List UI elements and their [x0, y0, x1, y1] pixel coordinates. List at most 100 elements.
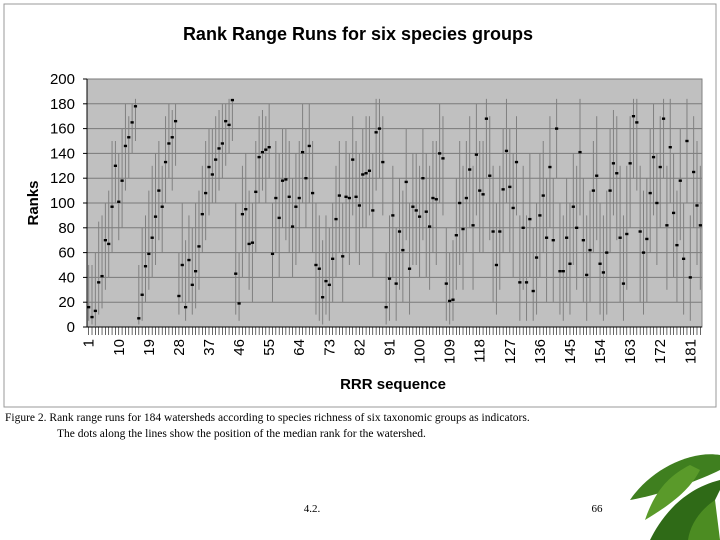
- y-tick-label: 120: [50, 170, 75, 187]
- median-dot: [300, 150, 305, 154]
- median-dot: [127, 136, 131, 139]
- median-dot: [123, 144, 128, 148]
- median-dot: [344, 195, 348, 198]
- median-dot: [197, 245, 201, 248]
- median-dot: [488, 174, 492, 177]
- median-dot: [93, 309, 97, 313]
- median-dot: [464, 196, 468, 200]
- median-dot: [187, 258, 191, 262]
- median-dot: [207, 165, 211, 169]
- median-dot: [297, 196, 301, 200]
- median-dot: [137, 317, 141, 320]
- median-dot: [117, 200, 121, 203]
- median-dot: [524, 281, 529, 284]
- median-dot: [224, 119, 228, 123]
- median-dot: [200, 212, 204, 216]
- median-dot: [307, 144, 311, 148]
- median-dot: [608, 189, 612, 192]
- median-dot: [113, 164, 118, 167]
- median-dot: [314, 263, 318, 267]
- median-dot: [531, 289, 535, 293]
- x-tick-label: 64: [291, 339, 308, 356]
- median-dot: [658, 165, 662, 169]
- median-dot: [173, 119, 178, 123]
- x-tick-label: 28: [171, 339, 188, 356]
- leaf-decoration: [630, 454, 720, 540]
- median-dot: [374, 131, 378, 134]
- median-dot: [511, 206, 515, 210]
- median-dot: [571, 205, 575, 208]
- median-dot: [628, 162, 632, 165]
- y-axis-label: Ranks: [25, 180, 42, 225]
- median-dot: [494, 263, 499, 267]
- median-dot: [538, 214, 542, 217]
- median-dot: [351, 158, 355, 161]
- median-dot: [417, 215, 422, 218]
- caption-line: The dots along the lines show the positi…: [57, 428, 426, 440]
- median-dot: [638, 230, 642, 233]
- median-dot: [685, 139, 689, 143]
- x-tick-label: 100: [412, 339, 429, 364]
- median-dot: [678, 179, 682, 182]
- caption-line: Figure 2. Rank range runs for 184 waters…: [5, 412, 530, 424]
- median-dot: [97, 281, 101, 284]
- median-dot: [427, 225, 432, 228]
- median-dot: [287, 195, 291, 198]
- median-dot: [434, 198, 438, 201]
- x-tick-label: 163: [622, 339, 639, 364]
- median-dot: [217, 147, 221, 150]
- median-dot: [280, 179, 285, 182]
- median-dot: [240, 212, 245, 216]
- median-dot: [444, 282, 448, 285]
- median-dot: [698, 224, 702, 227]
- median-dot: [250, 241, 255, 244]
- chart-title: Rank Range Runs for six species groups: [183, 24, 533, 44]
- median-dot: [461, 227, 465, 231]
- median-dot: [210, 173, 214, 176]
- median-dot: [147, 252, 151, 256]
- x-tick-label: 10: [111, 339, 128, 356]
- median-dot: [367, 169, 372, 172]
- x-tick-label: 55: [261, 339, 278, 356]
- median-dot: [575, 226, 579, 229]
- median-dot: [655, 201, 659, 205]
- median-dot: [501, 188, 505, 191]
- y-tick-label: 0: [67, 319, 75, 336]
- median-dot: [220, 142, 224, 145]
- median-dot: [441, 157, 445, 160]
- median-dot: [534, 256, 539, 259]
- median-dot: [625, 232, 629, 236]
- median-dot: [651, 155, 656, 159]
- median-dot: [431, 196, 435, 200]
- median-dot: [294, 205, 298, 208]
- median-dot: [264, 148, 268, 151]
- y-tick-label: 40: [58, 269, 75, 286]
- median-dot: [474, 153, 478, 156]
- median-dot: [247, 242, 251, 246]
- median-dot: [381, 160, 385, 164]
- median-dot: [578, 150, 582, 154]
- median-dot: [598, 262, 602, 265]
- median-dot: [588, 248, 592, 252]
- median-dot: [377, 127, 382, 130]
- x-tick-label: 109: [442, 339, 459, 364]
- median-dot: [404, 180, 408, 184]
- median-dot: [555, 127, 559, 130]
- median-dot: [130, 121, 134, 124]
- median-dot: [391, 214, 395, 217]
- median-dot: [551, 239, 555, 242]
- median-dot: [484, 117, 489, 120]
- x-tick-label: 154: [592, 339, 609, 364]
- x-tick-label: 73: [321, 339, 338, 356]
- median-dot: [87, 305, 91, 309]
- median-dot: [160, 205, 164, 208]
- median-dot: [595, 174, 599, 177]
- x-tick-label: 127: [502, 339, 519, 364]
- median-dot: [695, 204, 699, 207]
- median-dot: [615, 172, 619, 175]
- median-dot: [692, 170, 696, 174]
- median-dot: [371, 209, 375, 212]
- median-dot: [290, 225, 295, 228]
- median-dot: [508, 185, 512, 189]
- median-dot: [565, 236, 569, 239]
